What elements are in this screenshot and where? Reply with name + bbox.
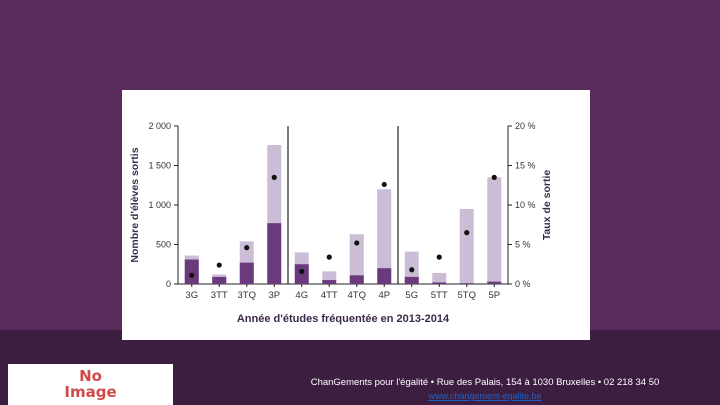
chart-card: 0 500 1 000 1 500 2 000 0 % 5 % 10 % 15 % 20 % 3G 3… [122,90,590,340]
y-tick-label: 1 000 [148,200,171,210]
bar-segment [459,283,474,284]
rate-point [409,267,415,273]
rate-point [299,268,305,274]
x-tick-label: 3TT [211,290,228,301]
bar-segment [377,268,392,284]
x-tick-label: 3TQ [238,290,256,301]
footer-text: ChanGements pour l'égalité • Rue des Pal… [310,377,660,388]
bar-segment [487,281,502,284]
bar-total [459,208,474,284]
logo-line-1: No [79,367,102,385]
rate-point [189,272,195,278]
x-tick-label: 3G [185,290,198,301]
rate-point [216,262,222,268]
y2-tick-label: 10 % [515,200,536,210]
bar-total [349,234,364,284]
x-tick-label: 5TT [431,290,448,301]
x-tick-label: 3P [268,290,280,301]
y2-axis-title: Taux de sortie [541,170,553,241]
x-tick-label: 4P [378,290,390,301]
bar-segment [349,275,364,284]
bar-segment [184,259,199,284]
x-tick-label: 4TT [321,290,338,301]
bar-segment [294,264,309,284]
y2-tick-label: 20 % [515,121,536,131]
chart-svg: 0 500 1 000 1 500 2 000 0 % 5 % 10 % 15 % 20 % 3G 3… [129,121,553,325]
bar-segment [239,262,254,284]
logo-placeholder-text: No Image [8,368,173,400]
x-axis-title: Année d'études fréquentée en 2013-2014 [237,313,450,325]
x-tick-label: 4G [295,290,308,301]
bar-segment [432,282,447,284]
rate-point [271,174,277,180]
y-tick-label: 500 [156,240,171,250]
x-tick-label: 4TQ [348,290,366,301]
y2-tick-label: 0 % [515,279,531,289]
rate-point [244,245,250,251]
y-tick-label: 1 500 [148,161,171,171]
y2-tick-label: 5 % [515,240,531,250]
bar-segment [212,276,227,284]
x-tick-label: 5P [488,290,500,301]
rate-point [491,174,497,180]
rate-point [326,254,332,260]
footer-link[interactable]: www.changement-egalite.be [428,391,542,401]
logo-line-2: Image [64,383,117,401]
logo-placeholder: No Image [8,364,173,405]
y-tick-label: 0 [166,279,171,289]
x-tick-label: 5TQ [458,290,476,301]
bar-segment [267,223,282,284]
bar-segment [404,276,419,284]
y-axis-title: Nombre d'élèves sortis [129,147,141,262]
rate-point [381,181,387,188]
rate-point [436,254,442,260]
bar-total [432,272,447,284]
bar-segment [322,280,337,284]
y2-tick-label: 15 % [515,161,536,171]
x-tick-label: 5G [405,290,418,301]
bar-total [377,189,392,284]
rate-point [354,240,360,246]
y-tick-label: 2 000 [148,121,171,131]
rate-point [464,230,470,236]
bar-total [487,177,502,284]
